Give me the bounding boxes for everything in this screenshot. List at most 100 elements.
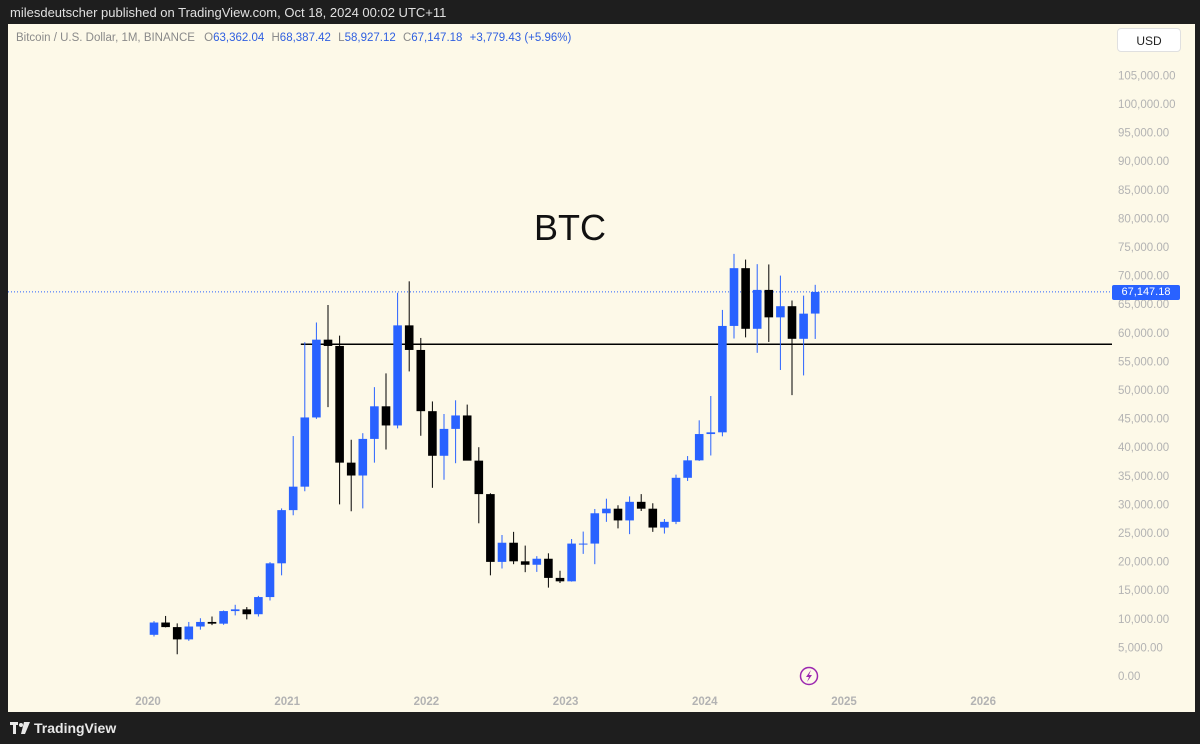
- candle[interactable]: [196, 618, 205, 630]
- candle[interactable]: [671, 474, 681, 525]
- candle[interactable]: [172, 623, 182, 655]
- candle[interactable]: [323, 305, 333, 408]
- candle[interactable]: [300, 342, 310, 492]
- candle[interactable]: [219, 610, 228, 625]
- tradingview-logo-icon: [10, 722, 30, 734]
- candle[interactable]: [230, 604, 240, 616]
- candle[interactable]: [764, 264, 774, 342]
- y-tick-label: 105,000.00: [1118, 70, 1176, 82]
- candle[interactable]: [729, 253, 739, 339]
- candle[interactable]: [590, 508, 600, 565]
- candle-body: [196, 621, 205, 627]
- btc-annotation[interactable]: BTC: [534, 207, 606, 248]
- candle[interactable]: [265, 562, 275, 601]
- currency-button[interactable]: USD: [1117, 28, 1181, 52]
- candle[interactable]: [277, 508, 286, 576]
- y-tick-label: 95,000.00: [1118, 128, 1169, 140]
- candle[interactable]: [486, 493, 495, 576]
- candle[interactable]: [428, 401, 437, 488]
- chart-area[interactable]: 0.00 5,000.00 10,000.00 15,000.00 20,000.00 2…: [8, 24, 1195, 712]
- candle[interactable]: [648, 503, 658, 532]
- y-tick-label: 70,000.00: [1118, 271, 1169, 283]
- candle[interactable]: [636, 494, 646, 511]
- candle[interactable]: [358, 433, 368, 509]
- candle[interactable]: [288, 436, 298, 516]
- candle[interactable]: [312, 322, 321, 419]
- candle[interactable]: [578, 531, 588, 554]
- candle[interactable]: [462, 404, 472, 461]
- candle[interactable]: [254, 595, 263, 617]
- candle-body: [300, 417, 310, 487]
- candle[interactable]: [567, 539, 576, 582]
- candle[interactable]: [451, 400, 460, 464]
- y-tick-label: 30,000.00: [1118, 499, 1169, 511]
- candle-body: [184, 626, 194, 640]
- candle[interactable]: [474, 447, 484, 524]
- candlestick-chart[interactable]: 0.00 5,000.00 10,000.00 15,000.00 20,000.00 2…: [8, 24, 1195, 712]
- candle[interactable]: [602, 498, 611, 522]
- candle[interactable]: [741, 259, 750, 338]
- candle[interactable]: [555, 570, 565, 584]
- candle[interactable]: [718, 309, 727, 437]
- candle-body: [428, 411, 437, 456]
- candle[interactable]: [439, 414, 449, 480]
- candle[interactable]: [694, 420, 704, 461]
- candle[interactable]: [416, 337, 426, 436]
- candle[interactable]: [207, 616, 217, 626]
- candle[interactable]: [242, 607, 252, 620]
- candle[interactable]: [335, 335, 344, 505]
- candle-body: [497, 542, 507, 562]
- candle[interactable]: [787, 300, 797, 396]
- candle[interactable]: [381, 373, 391, 450]
- candle-body: [439, 428, 449, 456]
- candle[interactable]: [509, 531, 518, 565]
- candle[interactable]: [799, 295, 808, 376]
- candle-body: [335, 345, 344, 463]
- candle-body: [288, 486, 298, 511]
- candle[interactable]: [184, 621, 194, 641]
- y-tick-label: 50,000.00: [1118, 385, 1169, 397]
- lightning-icon[interactable]: [799, 666, 819, 686]
- y-tick-label: 20,000.00: [1118, 557, 1169, 569]
- x-tick-label: 2020: [135, 696, 161, 708]
- candle-body: [265, 563, 275, 598]
- y-tick-label: 65,000.00: [1118, 299, 1169, 311]
- candle[interactable]: [625, 496, 634, 535]
- candle[interactable]: [161, 615, 170, 628]
- candle[interactable]: [683, 456, 692, 481]
- y-tick-label: 0.00: [1118, 671, 1140, 683]
- candle-body: [810, 291, 820, 314]
- candle[interactable]: [544, 553, 553, 588]
- candle[interactable]: [776, 275, 785, 370]
- candle[interactable]: [520, 545, 530, 573]
- candle[interactable]: [660, 518, 669, 534]
- candle[interactable]: [810, 284, 820, 339]
- candle-body: [242, 609, 252, 615]
- candle[interactable]: [532, 556, 542, 572]
- candle[interactable]: [346, 439, 356, 512]
- candle[interactable]: [149, 621, 159, 637]
- candle[interactable]: [404, 281, 414, 372]
- candle[interactable]: [613, 505, 623, 529]
- candle[interactable]: [752, 264, 762, 353]
- candle-body: [706, 432, 716, 435]
- candle[interactable]: [706, 396, 716, 456]
- candle[interactable]: [497, 535, 507, 569]
- candle-body: [370, 406, 379, 439]
- y-tick-label: 80,000.00: [1118, 213, 1169, 225]
- y-tick-label: 85,000.00: [1118, 185, 1169, 197]
- x-tick-label: 2025: [831, 696, 857, 708]
- candle-body: [544, 558, 553, 578]
- candle-body: [462, 415, 472, 461]
- candle[interactable]: [393, 292, 402, 429]
- candle-body: [787, 306, 797, 339]
- footer-bar: TradingView: [0, 712, 1200, 744]
- close-label: C: [402, 32, 412, 44]
- candle-body: [207, 621, 217, 624]
- candle-body: [625, 501, 634, 521]
- candle[interactable]: [370, 387, 379, 463]
- candle-body: [729, 268, 739, 326]
- candle-body: [590, 513, 600, 544]
- candle-body: [520, 561, 530, 565]
- candle-body: [509, 542, 518, 562]
